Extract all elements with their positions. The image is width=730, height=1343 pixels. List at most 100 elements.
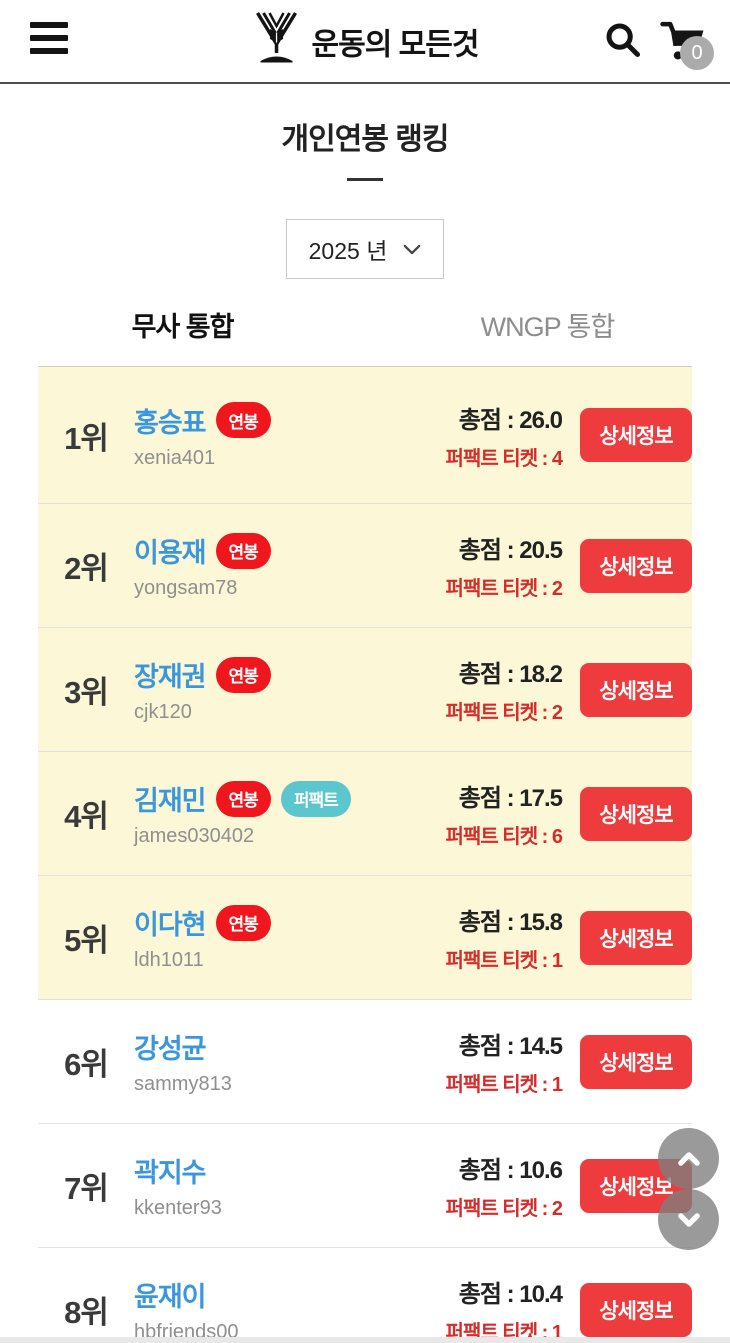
player-info: 윤재이 hbfriends00 [134, 1275, 394, 1343]
chevron-down-icon [675, 1206, 703, 1234]
player-name[interactable]: 김재민 [134, 786, 207, 816]
rank-label: 1위 [64, 420, 109, 456]
perfect-ticket-count: 퍼팩트 티켓 : 2 [445, 702, 563, 724]
rank-label: 8위 [64, 1295, 109, 1330]
salary-badge: 연봉 [215, 532, 271, 569]
logo-text: 운동의 모든것 [311, 28, 480, 61]
player-info: 이용재 연봉 yongsam78 [134, 531, 394, 600]
total-score: 총점 : 17.5 [458, 785, 563, 812]
salary-badge: 연봉 [215, 402, 271, 438]
player-username: kkenter93 [134, 1197, 222, 1219]
score-block: 총점 : 20.5 퍼팩트 티켓 : 2 [394, 530, 563, 601]
rank-label: 2위 [64, 551, 109, 586]
perfect-ticket-count: 퍼팩트 티켓 : 1 [445, 950, 563, 972]
player-username: ldh1011 [134, 949, 204, 971]
score-block: 총점 : 15.8 퍼팩트 티켓 : 1 [394, 902, 563, 973]
player-info: 홍승표 연봉 xenia401 [134, 401, 394, 470]
player-username: yongsam78 [134, 577, 238, 599]
page-title: 개인연봉 랭킹 [281, 123, 450, 156]
ranking-row: 4위 김재민 연봉 퍼팩트 james030402 총점 : 17.5 퍼팩트 티… [38, 752, 692, 876]
score-block: 총점 : 18.2 퍼팩트 티켓 : 2 [394, 654, 563, 725]
score-block: 총점 : 10.4 퍼팩트 티켓 : 1 [394, 1274, 563, 1343]
perfect-badge: 퍼팩트 [280, 780, 351, 817]
detail-button[interactable]: 상세정보 [580, 1034, 692, 1089]
detail-button[interactable]: 상세정보 [580, 786, 692, 841]
year-select-value: 2025 년 [308, 238, 388, 264]
player-name[interactable]: 홍승표 [134, 407, 207, 438]
player-name[interactable]: 윤재이 [134, 1282, 207, 1312]
total-score: 총점 : 10.6 [458, 1157, 563, 1184]
total-score: 총점 : 10.4 [458, 1281, 563, 1308]
player-name[interactable]: 이다현 [134, 910, 207, 940]
ranking-row: 3위 장재권 연봉 cjk120 총점 : 18.2 퍼팩트 티켓 : 2 상세… [38, 628, 692, 752]
salary-badge: 연봉 [215, 656, 271, 693]
total-score: 총점 : 14.5 [458, 1033, 563, 1060]
ranking-row: 6위 강성균 sammy813 총점 : 14.5 퍼팩트 티켓 : 1 상세정… [38, 1000, 692, 1124]
chevron-down-icon [403, 244, 421, 255]
detail-button[interactable]: 상세정보 [580, 662, 692, 717]
score-block: 총점 : 10.6 퍼팩트 티켓 : 2 [394, 1150, 563, 1221]
rank-label: 5위 [64, 923, 109, 958]
ranking-row: 2위 이용재 연봉 yongsam78 총점 : 20.5 퍼팩트 티켓 : 2… [38, 504, 692, 628]
header-icons: 0 [604, 20, 714, 70]
salary-badge: 연봉 [215, 904, 271, 941]
chevron-up-icon [675, 1145, 703, 1173]
player-username: cjk120 [134, 701, 192, 723]
tab-1[interactable]: WNGP 통합 [480, 312, 616, 342]
ranking-list: 1위 홍승표 연봉 xenia401 총점 : 26.0 퍼팩트 티켓 : 4 … [38, 366, 692, 1343]
player-name[interactable]: 이용재 [134, 538, 207, 568]
salary-badge: 연봉 [215, 780, 271, 817]
year-select[interactable]: 2025 년 [285, 219, 445, 279]
scroll-to-top-button[interactable] [658, 1128, 719, 1189]
player-info: 곽지수 kkenter93 [134, 1151, 394, 1220]
detail-button[interactable]: 상세정보 [580, 1282, 692, 1337]
perfect-ticket-count: 퍼팩트 티켓 : 1 [445, 1074, 563, 1096]
emblem-icon [252, 11, 302, 72]
logo[interactable]: 운동의 모든것 [252, 11, 479, 72]
total-score: 총점 : 15.8 [458, 909, 563, 936]
rank-label: 7위 [64, 1171, 109, 1206]
ranking-row: 8위 윤재이 hbfriends00 총점 : 10.4 퍼팩트 티켓 : 1 … [38, 1248, 692, 1343]
player-username: sammy813 [134, 1073, 232, 1095]
perfect-ticket-count: 퍼팩트 티켓 : 4 [445, 447, 563, 470]
total-score: 총점 : 18.2 [458, 661, 563, 688]
ranking-row: 5위 이다현 연봉 ldh1011 총점 : 15.8 퍼팩트 티켓 : 1 상… [38, 876, 692, 1000]
footer-divider [0, 1337, 730, 1343]
player-info: 강성균 sammy813 [134, 1027, 394, 1096]
player-info: 김재민 연봉 퍼팩트 james030402 [134, 779, 394, 848]
header: 운동의 모든것 0 [0, 0, 730, 84]
tab-0[interactable]: 무사 통합 [131, 312, 235, 342]
score-block: 총점 : 17.5 퍼팩트 티켓 : 6 [394, 778, 563, 849]
ranking-row: 7위 곽지수 kkenter93 총점 : 10.6 퍼팩트 티켓 : 2 상세… [38, 1124, 692, 1248]
player-username: james030402 [134, 825, 255, 847]
score-block: 총점 : 26.0 퍼팩트 티켓 : 4 [394, 400, 563, 471]
player-username: xenia401 [134, 446, 216, 469]
cart-count-badge: 0 [680, 36, 714, 70]
cart-icon[interactable]: 0 [660, 20, 714, 70]
rank-label: 6위 [64, 1047, 109, 1082]
year-select-row: 2025 년 [0, 219, 730, 279]
player-info: 이다현 연봉 ldh1011 [134, 903, 394, 972]
hamburger-icon[interactable] [30, 22, 68, 54]
perfect-ticket-count: 퍼팩트 티켓 : 2 [445, 578, 563, 600]
perfect-ticket-count: 퍼팩트 티켓 : 6 [445, 826, 563, 848]
player-name[interactable]: 장재권 [134, 662, 207, 692]
player-name[interactable]: 강성균 [134, 1034, 207, 1064]
total-score: 총점 : 20.5 [458, 537, 563, 564]
score-block: 총점 : 14.5 퍼팩트 티켓 : 1 [394, 1026, 563, 1097]
tab-bar: 무사 통합 WNGP 통합 [0, 305, 730, 366]
title-divider [347, 178, 383, 181]
ranking-row: 1위 홍승표 연봉 xenia401 총점 : 26.0 퍼팩트 티켓 : 4 … [38, 367, 692, 504]
player-name[interactable]: 곽지수 [134, 1158, 207, 1188]
perfect-ticket-count: 퍼팩트 티켓 : 2 [445, 1198, 563, 1220]
detail-button[interactable]: 상세정보 [580, 408, 692, 462]
total-score: 총점 : 26.0 [458, 406, 563, 434]
detail-button[interactable]: 상세정보 [580, 910, 692, 965]
scroll-to-bottom-button[interactable] [658, 1189, 719, 1250]
rank-label: 4위 [64, 799, 109, 834]
player-info: 장재권 연봉 cjk120 [134, 655, 394, 724]
search-icon[interactable] [604, 21, 642, 64]
rank-label: 3위 [64, 675, 109, 710]
detail-button[interactable]: 상세정보 [580, 538, 692, 593]
